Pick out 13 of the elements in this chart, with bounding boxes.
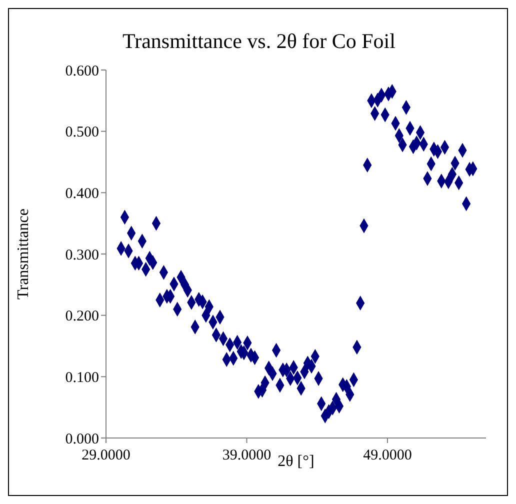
chart-title: Transmittance vs. 2θ for Co Foil [122,29,396,54]
x-tick-label: 29.0000 [82,448,130,464]
x-tick-label: 49.0000 [363,448,412,464]
y-tick-label: 0.000 [65,431,99,448]
x-axis-title: 2θ [°] [278,453,314,470]
y-tick-label: 0.400 [65,186,99,202]
y-tick-label: 0.200 [65,308,99,325]
y-tick-label: 0.300 [65,247,99,264]
x-tick-label: 39.0000 [222,448,272,464]
y-tick-label: 0.500 [65,124,99,141]
y-axis-title: Transmittance [15,208,33,300]
y-tick-label: 0.600 [65,63,99,80]
y-tick-label: 0.100 [65,370,99,386]
